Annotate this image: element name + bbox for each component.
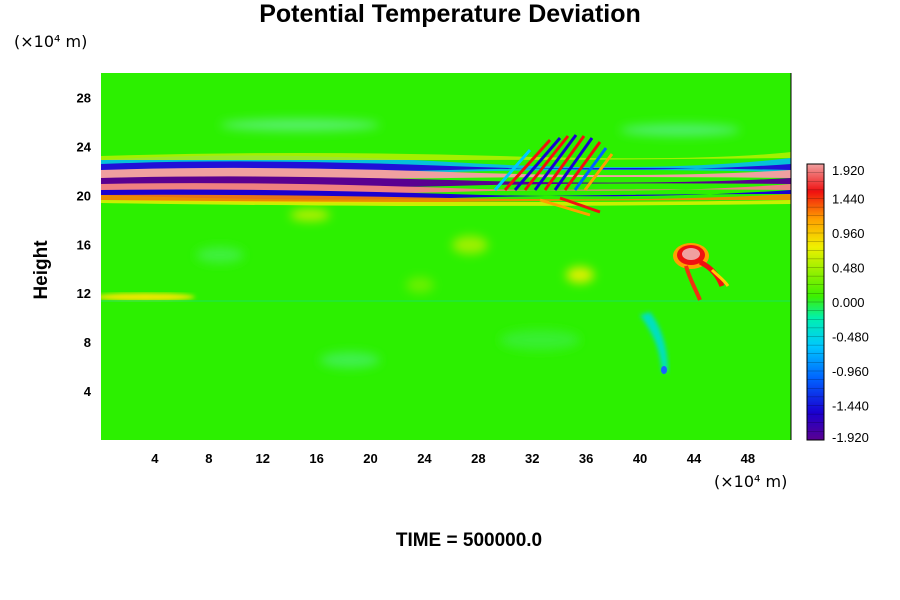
x-axis-ticks: 4 8 12 16 20 24 28 32 36 40 44 48 (151, 451, 755, 466)
cool-plume (640, 312, 668, 372)
y-tick-label: 12 (77, 286, 91, 301)
x-tick-label: 20 (363, 451, 377, 466)
horizontal-band (101, 152, 791, 206)
chart-title: Potential Temperature Deviation (259, 0, 641, 28)
y-tick-label: 20 (77, 188, 91, 203)
colorbar-label: 0.960 (832, 226, 865, 241)
y-tick-label: 24 (77, 139, 92, 154)
x-tick-label: 48 (741, 451, 755, 466)
x-unit-label: (×10⁴ m) (714, 472, 788, 491)
weak-warm-layer (101, 293, 195, 301)
colorbar-label: 1.440 (832, 192, 865, 207)
colorbar-label: 0.000 (832, 295, 865, 310)
y-tick-label: 16 (77, 237, 91, 252)
warm-blob (673, 243, 730, 301)
colorbar-label: -1.440 (832, 399, 869, 414)
x-tick-label: 28 (471, 451, 485, 466)
colorbar-label: -0.960 (832, 364, 869, 379)
weak-patches (196, 119, 740, 368)
time-label: TIME = 500000.0 (395, 530, 543, 551)
y-tick-label: 4 (84, 384, 92, 399)
x-tick-label: 24 (417, 451, 432, 466)
y-tick-label: 8 (84, 335, 91, 350)
x-tick-label: 32 (525, 451, 539, 466)
colorbar-label: 0.480 (832, 261, 865, 276)
colorbar-label: -0.480 (832, 330, 869, 345)
x-tick-label: 44 (687, 451, 702, 466)
y-unit-label: (×10⁴ m) (14, 32, 88, 51)
colorbar-lines (807, 172, 824, 432)
x-tick-label: 8 (205, 451, 212, 466)
colorbar-label: -1.920 (832, 430, 869, 445)
x-tick-label: 12 (255, 451, 269, 466)
wave-packet (493, 134, 614, 217)
x-tick-label: 36 (579, 451, 593, 466)
field-features (101, 119, 791, 374)
colorbar-labels: 1.920 1.440 0.960 0.480 0.000 -0.480 -0.960 -1.… (832, 163, 869, 445)
x-tick-label: 40 (633, 451, 647, 466)
y-tick-label: 28 (77, 90, 91, 105)
y-axis-ticks: 4 8 12 16 20 24 28 (77, 90, 92, 399)
x-tick-label: 16 (309, 451, 323, 466)
x-tick-label: 4 (151, 451, 159, 466)
colorbar-label: 1.920 (832, 163, 865, 178)
